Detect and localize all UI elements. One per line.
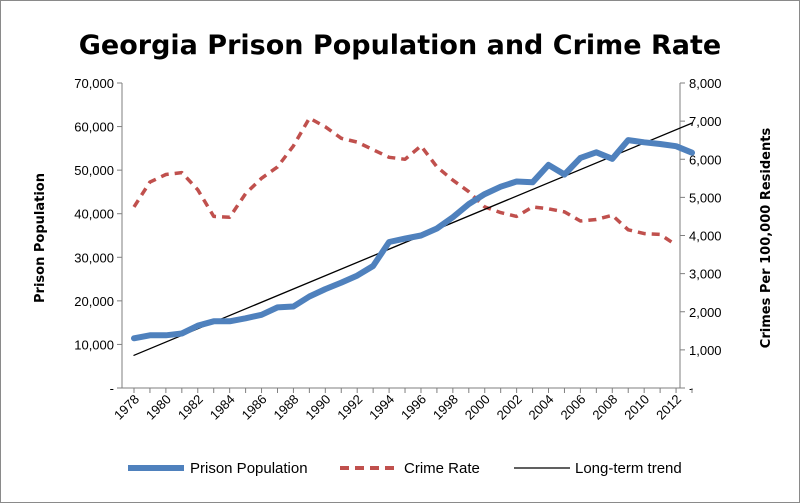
- right-tick-label: 2,000: [689, 305, 722, 320]
- axes: [121, 83, 681, 389]
- right-tick-label: 7,000: [689, 114, 722, 129]
- series-line-crime-rate: [132, 116, 678, 247]
- x-tick-label: 1982: [175, 392, 206, 423]
- legend: Prison Population Crime Rate Long-term t…: [128, 460, 682, 477]
- x-tick-label: 1994: [366, 392, 397, 423]
- legend-label-long-term-trend: Long-term trend: [575, 460, 682, 477]
- left-axis-ticks: - 10,000 20,000 30,000 40,000 50,000 60,000 70,…: [74, 76, 122, 396]
- series-layer: [131, 116, 695, 356]
- x-tick-label: 1988: [270, 392, 301, 423]
- x-tick-label: 1998: [430, 392, 461, 423]
- right-tick-label: 3,000: [689, 267, 722, 282]
- right-axis-label: Crimes Per 100,000 Residents: [759, 128, 774, 349]
- x-axis-ticks: 1978 1980 1982 1984 1986 1988 1990 1992 1994 1996…: [111, 388, 693, 423]
- series-line-prison-population: [131, 137, 695, 342]
- left-tick-label: 10,000: [74, 337, 114, 352]
- right-tick-label: 5,000: [689, 190, 722, 205]
- x-tick-label: 1986: [239, 392, 270, 423]
- left-axis-label: Prison Population: [33, 173, 48, 303]
- left-tick-label: 30,000: [74, 250, 114, 265]
- right-tick-label: 6,000: [689, 152, 722, 167]
- right-axis-ticks: - 1,000 2,000 3,000 4,000 5,000 6,000 7,000 8,00…: [680, 76, 722, 396]
- x-tick-label: 1980: [143, 392, 174, 423]
- x-tick-label: 2006: [557, 392, 588, 423]
- x-tick-label: 2012: [653, 392, 684, 423]
- x-tick-label: 2000: [462, 392, 493, 423]
- chart-title: Georgia Prison Population and Crime Rate: [79, 30, 721, 61]
- right-tick-label: -: [689, 381, 693, 396]
- legend-label-crime-rate: Crime Rate: [404, 460, 480, 477]
- x-tick-label: 1992: [334, 392, 365, 423]
- x-tick-label: 1978: [111, 392, 142, 423]
- x-tick-label: 2002: [494, 392, 525, 423]
- x-tick-label: 1990: [302, 392, 333, 423]
- left-tick-label: 60,000: [74, 120, 114, 135]
- left-tick-label: 70,000: [74, 76, 114, 91]
- x-tick-label: 2008: [589, 392, 620, 423]
- right-tick-label: 8,000: [689, 76, 722, 91]
- right-tick-label: 4,000: [689, 229, 722, 244]
- x-tick-label: 2010: [621, 392, 652, 423]
- left-tick-label: 50,000: [74, 163, 114, 178]
- right-tick-label: 1,000: [689, 343, 722, 358]
- left-tick-label: -: [110, 381, 114, 396]
- x-tick-label: 2004: [526, 392, 557, 423]
- x-tick-label: 1996: [398, 392, 429, 423]
- x-tick-label: 1984: [207, 392, 238, 423]
- left-tick-label: 20,000: [74, 294, 114, 309]
- left-tick-label: 40,000: [74, 207, 114, 222]
- legend-label-prison-population: Prison Population: [190, 460, 308, 477]
